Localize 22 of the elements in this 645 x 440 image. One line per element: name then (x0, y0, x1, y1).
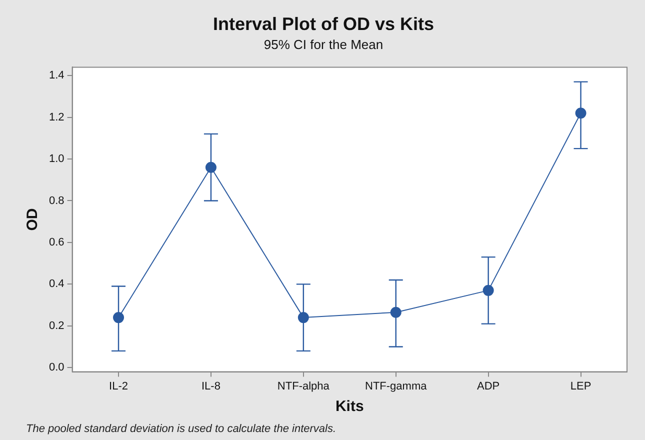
y-tick-label: 0.6 (48, 236, 64, 248)
y-tick-label: 1.4 (48, 70, 64, 82)
y-tick-label: 0.8 (48, 194, 64, 207)
point (298, 312, 309, 324)
y-axis-title: OD (24, 208, 42, 231)
x-tick-label: NTF-gamma (365, 380, 428, 392)
chart-title: Interval Plot of OD vs Kits (212, 14, 434, 34)
point (113, 312, 124, 324)
text: The pooled standard deviation is used to calculate the intervals. (26, 423, 336, 435)
y-tick-label: 1.0 (48, 153, 64, 166)
y-tick-label: 1.2 (48, 111, 64, 124)
x-tick-label: NTF-alpha (277, 380, 330, 392)
x-tick-label: IL-2 (109, 380, 128, 392)
y-tick-label: 0.4 (48, 278, 64, 290)
chart-subtitle: 95% CI for the Mean (264, 36, 384, 52)
x-tick-label: IL-8 (201, 380, 220, 392)
y-tick-label: 0.0 (48, 362, 64, 374)
x-axis-title: Kits (335, 398, 364, 416)
x-tick-label: LEP (570, 380, 592, 392)
x-tick-label: ADP (477, 380, 500, 392)
point (390, 306, 402, 318)
y-tick-label: 0.2 (48, 320, 64, 332)
